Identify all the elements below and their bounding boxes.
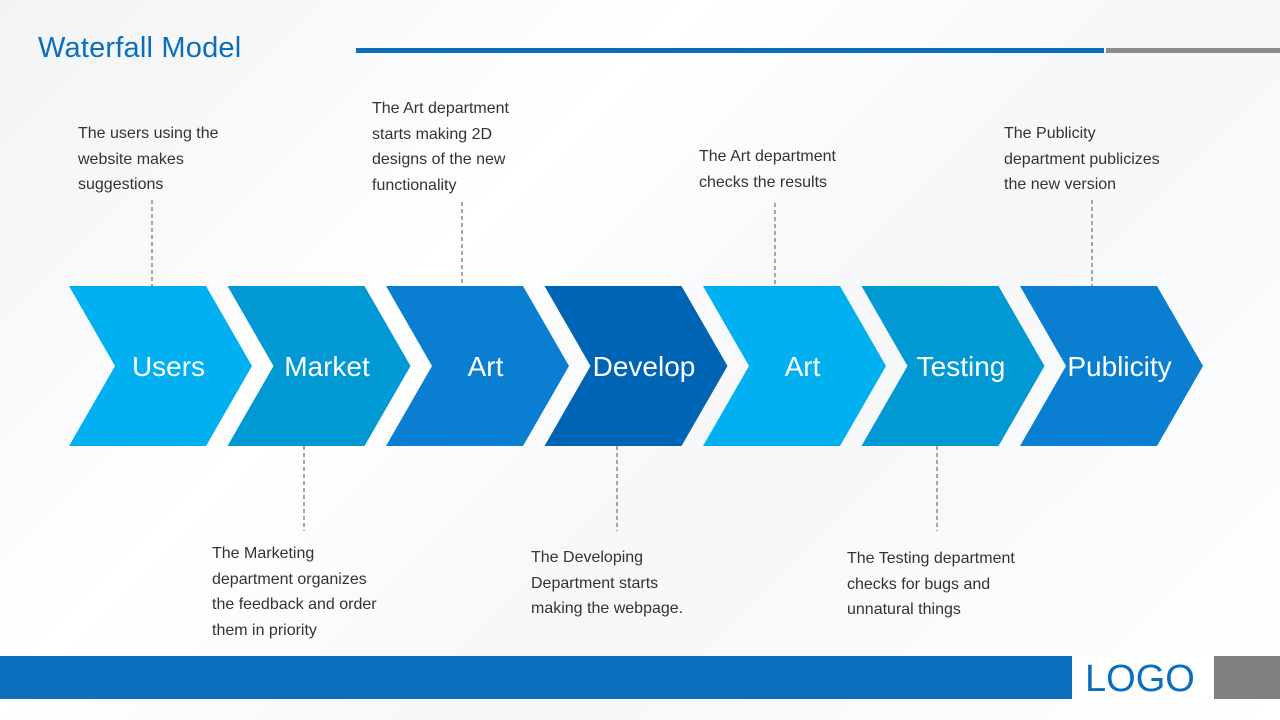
logo: LOGO xyxy=(1085,658,1195,700)
chevron-label-3: Art xyxy=(468,351,504,382)
chevron-7-publicity xyxy=(1020,286,1203,446)
footer-gray-block xyxy=(1214,656,1280,699)
callout-art-check: The Art department checks the results xyxy=(699,148,836,191)
callout-publicity: The Publicity department publicizes the … xyxy=(1004,125,1160,193)
logo-box xyxy=(1076,656,1210,699)
callout-art-design: The Art department starts making 2D desi… xyxy=(372,100,509,194)
chevron-label-1: Users xyxy=(132,351,205,382)
chevron-3-art xyxy=(386,286,569,446)
chevron-row: Users Market Art Develop Art Testing Publicity xyxy=(69,286,1203,446)
chevron-6-testing xyxy=(861,286,1045,446)
chevron-4-develop xyxy=(544,286,728,446)
connector-lines xyxy=(151,200,1093,531)
callout-testing: The Testing department checks for bugs a… xyxy=(847,550,1015,618)
chevron-label-7: Publicity xyxy=(1067,351,1171,382)
chevron-label-5: Art xyxy=(785,351,821,382)
chevron-1-users xyxy=(69,286,252,446)
callout-users: The users using the website makes sugges… xyxy=(78,125,219,193)
chevron-label-6: Testing xyxy=(917,351,1006,382)
chevron-2-market xyxy=(227,286,411,446)
title-rule-blue xyxy=(356,48,1104,53)
chevron-label-2: Market xyxy=(284,351,370,382)
title-rule-gray xyxy=(1106,48,1280,53)
chevron-label-4: Develop xyxy=(593,351,696,382)
footer-bar xyxy=(0,656,1072,699)
callout-develop: The Developing Department starts making … xyxy=(531,549,684,617)
slide-title: Waterfall Model xyxy=(38,32,242,64)
chevron-5-art xyxy=(703,286,886,446)
callout-market: The Marketing department organizes the f… xyxy=(212,545,377,639)
